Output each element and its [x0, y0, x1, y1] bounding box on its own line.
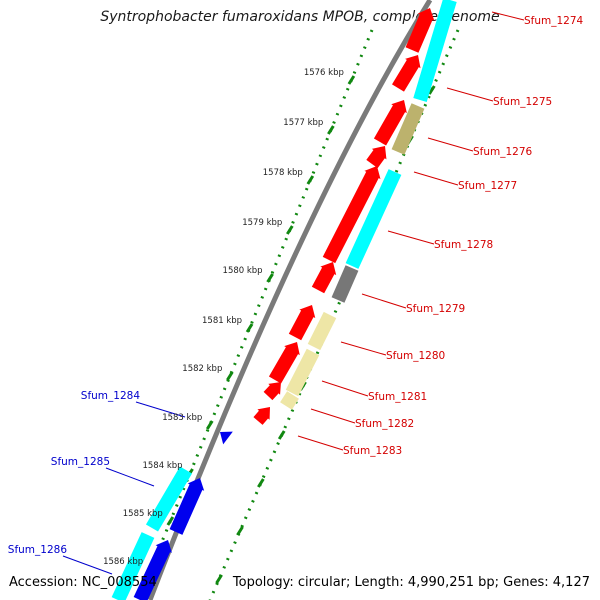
scale-tick-inner-5 — [266, 273, 274, 283]
labels: 1576 kbp 1577 kbp 1578 kbp 1579 kbp 1580 kbp… — [8, 15, 584, 567]
leader-forward-7 — [340, 341, 387, 356]
leader-forward-5 — [387, 230, 435, 245]
gene-pale-1 — [307, 311, 337, 351]
forward-gene-label-5: Sfum_1278 — [434, 239, 493, 251]
leader-forward-2 — [446, 87, 494, 102]
gene-sfum-1279-forward — [288, 305, 316, 341]
gene-sfum-1284-reverse — [220, 431, 233, 445]
leader-reverse-2 — [105, 467, 155, 487]
forward-gene-label-6: Sfum_1279 — [406, 303, 465, 315]
scale-tick-inner-3 — [306, 175, 315, 185]
gene-pale-3 — [280, 391, 299, 410]
scale-tick-inner-7 — [226, 371, 234, 381]
gene-cyan-reverse-2 — [111, 532, 155, 600]
tick-dot-tracks — [136, 29, 460, 600]
label-leader-lines — [62, 11, 525, 575]
scale-label-4: 1579 kbp — [242, 218, 282, 228]
forward-gene-label-1: Sfum_1274 — [524, 15, 584, 27]
scale-tick-outer-9 — [257, 478, 265, 488]
scale-tick-inner-2 — [327, 125, 335, 135]
scale-tick-outer-1 — [428, 85, 436, 95]
leader-forward-3 — [427, 137, 474, 152]
scale-tick-outer-11 — [215, 574, 223, 584]
reverse-gene-label-2: Sfum_1285 — [51, 456, 110, 468]
gene-sfum-1277-forward — [322, 166, 381, 264]
reverse-gene-label-3: Sfum_1286 — [8, 544, 68, 556]
forward-gene-label-10: Sfum_1283 — [343, 445, 402, 457]
gene-sfum-1280-forward — [268, 342, 300, 384]
scale-tick-inner-8 — [205, 420, 214, 430]
scale-label-10: 1585 kbp — [123, 509, 163, 519]
gene-sfum-1274-forward — [405, 8, 435, 53]
scale-label-6: 1581 kbp — [202, 316, 242, 326]
gene-cyan-reverse-1 — [145, 466, 193, 532]
leader-forward-4 — [413, 171, 459, 186]
leader-forward-1 — [491, 11, 525, 21]
gene-sfum-1281-forward — [263, 382, 281, 401]
forward-gene-label-7: Sfum_1280 — [386, 350, 445, 362]
gene-cyan-top — [413, 0, 457, 103]
gene-gray-1 — [331, 265, 359, 303]
gene-sfum-1282-forward — [253, 407, 270, 425]
gene-sfum-1276a-forward — [373, 100, 407, 146]
reverse-gene-label-1: Sfum_1284 — [81, 390, 141, 402]
scale-tick-inner-4 — [286, 225, 294, 235]
scale-tick-outer-10 — [236, 526, 244, 536]
leader-forward-8 — [321, 380, 369, 397]
scale-tick-inner-10 — [166, 516, 175, 526]
forward-gene-label-9: Sfum_1282 — [355, 418, 414, 430]
scale-tick-outer-8 — [277, 430, 286, 440]
forward-gene-label-2: Sfum_1275 — [493, 96, 552, 108]
gene-sfum-1276b-forward — [366, 146, 387, 169]
genome-summary-text: Topology: circular; Length: 4,990,251 bp… — [232, 575, 590, 590]
leader-forward-9 — [310, 408, 356, 424]
genome-title: Syntrophobacter fumaroxidans MPOB, compl… — [100, 9, 500, 25]
scale-tick-inner-6 — [245, 323, 254, 333]
gene-sfum-1285-reverse — [169, 478, 205, 535]
leader-forward-6 — [361, 293, 407, 309]
gene-pale-2 — [285, 348, 320, 397]
scale-label-9: 1584 kbp — [142, 461, 182, 471]
forward-gene-label-3: Sfum_1276 — [473, 146, 533, 158]
leader-forward-10 — [297, 435, 344, 451]
scale-label-3: 1578 kbp — [263, 168, 303, 178]
leader-reverse-3 — [62, 555, 113, 575]
gene-sfum-1278-forward — [311, 262, 337, 294]
gene-olive-1 — [391, 103, 425, 155]
scale-label-2: 1577 kbp — [283, 118, 323, 128]
gene-cyan-mid — [345, 169, 402, 269]
scale-tick-inner-1 — [347, 75, 356, 85]
scale-label-5: 1580 kbp — [223, 266, 263, 276]
accession-text: Accession: NC_008554 — [9, 575, 157, 590]
gene-features — [111, 0, 457, 600]
scale-label-8: 1583 kbp — [162, 413, 202, 423]
scale-label-1: 1576 kbp — [304, 68, 344, 78]
forward-gene-label-8: Sfum_1281 — [368, 391, 427, 403]
dot-track-1 — [136, 29, 374, 600]
forward-gene-label-4: Sfum_1277 — [458, 180, 517, 192]
scale-label-7: 1582 kbp — [182, 364, 222, 374]
scale-label-11: 1586 kbp — [103, 557, 143, 567]
gene-sfum-1286-reverse — [133, 540, 172, 600]
gene-sfum-1275-forward — [392, 55, 421, 92]
leader-reverse-1 — [135, 401, 186, 418]
